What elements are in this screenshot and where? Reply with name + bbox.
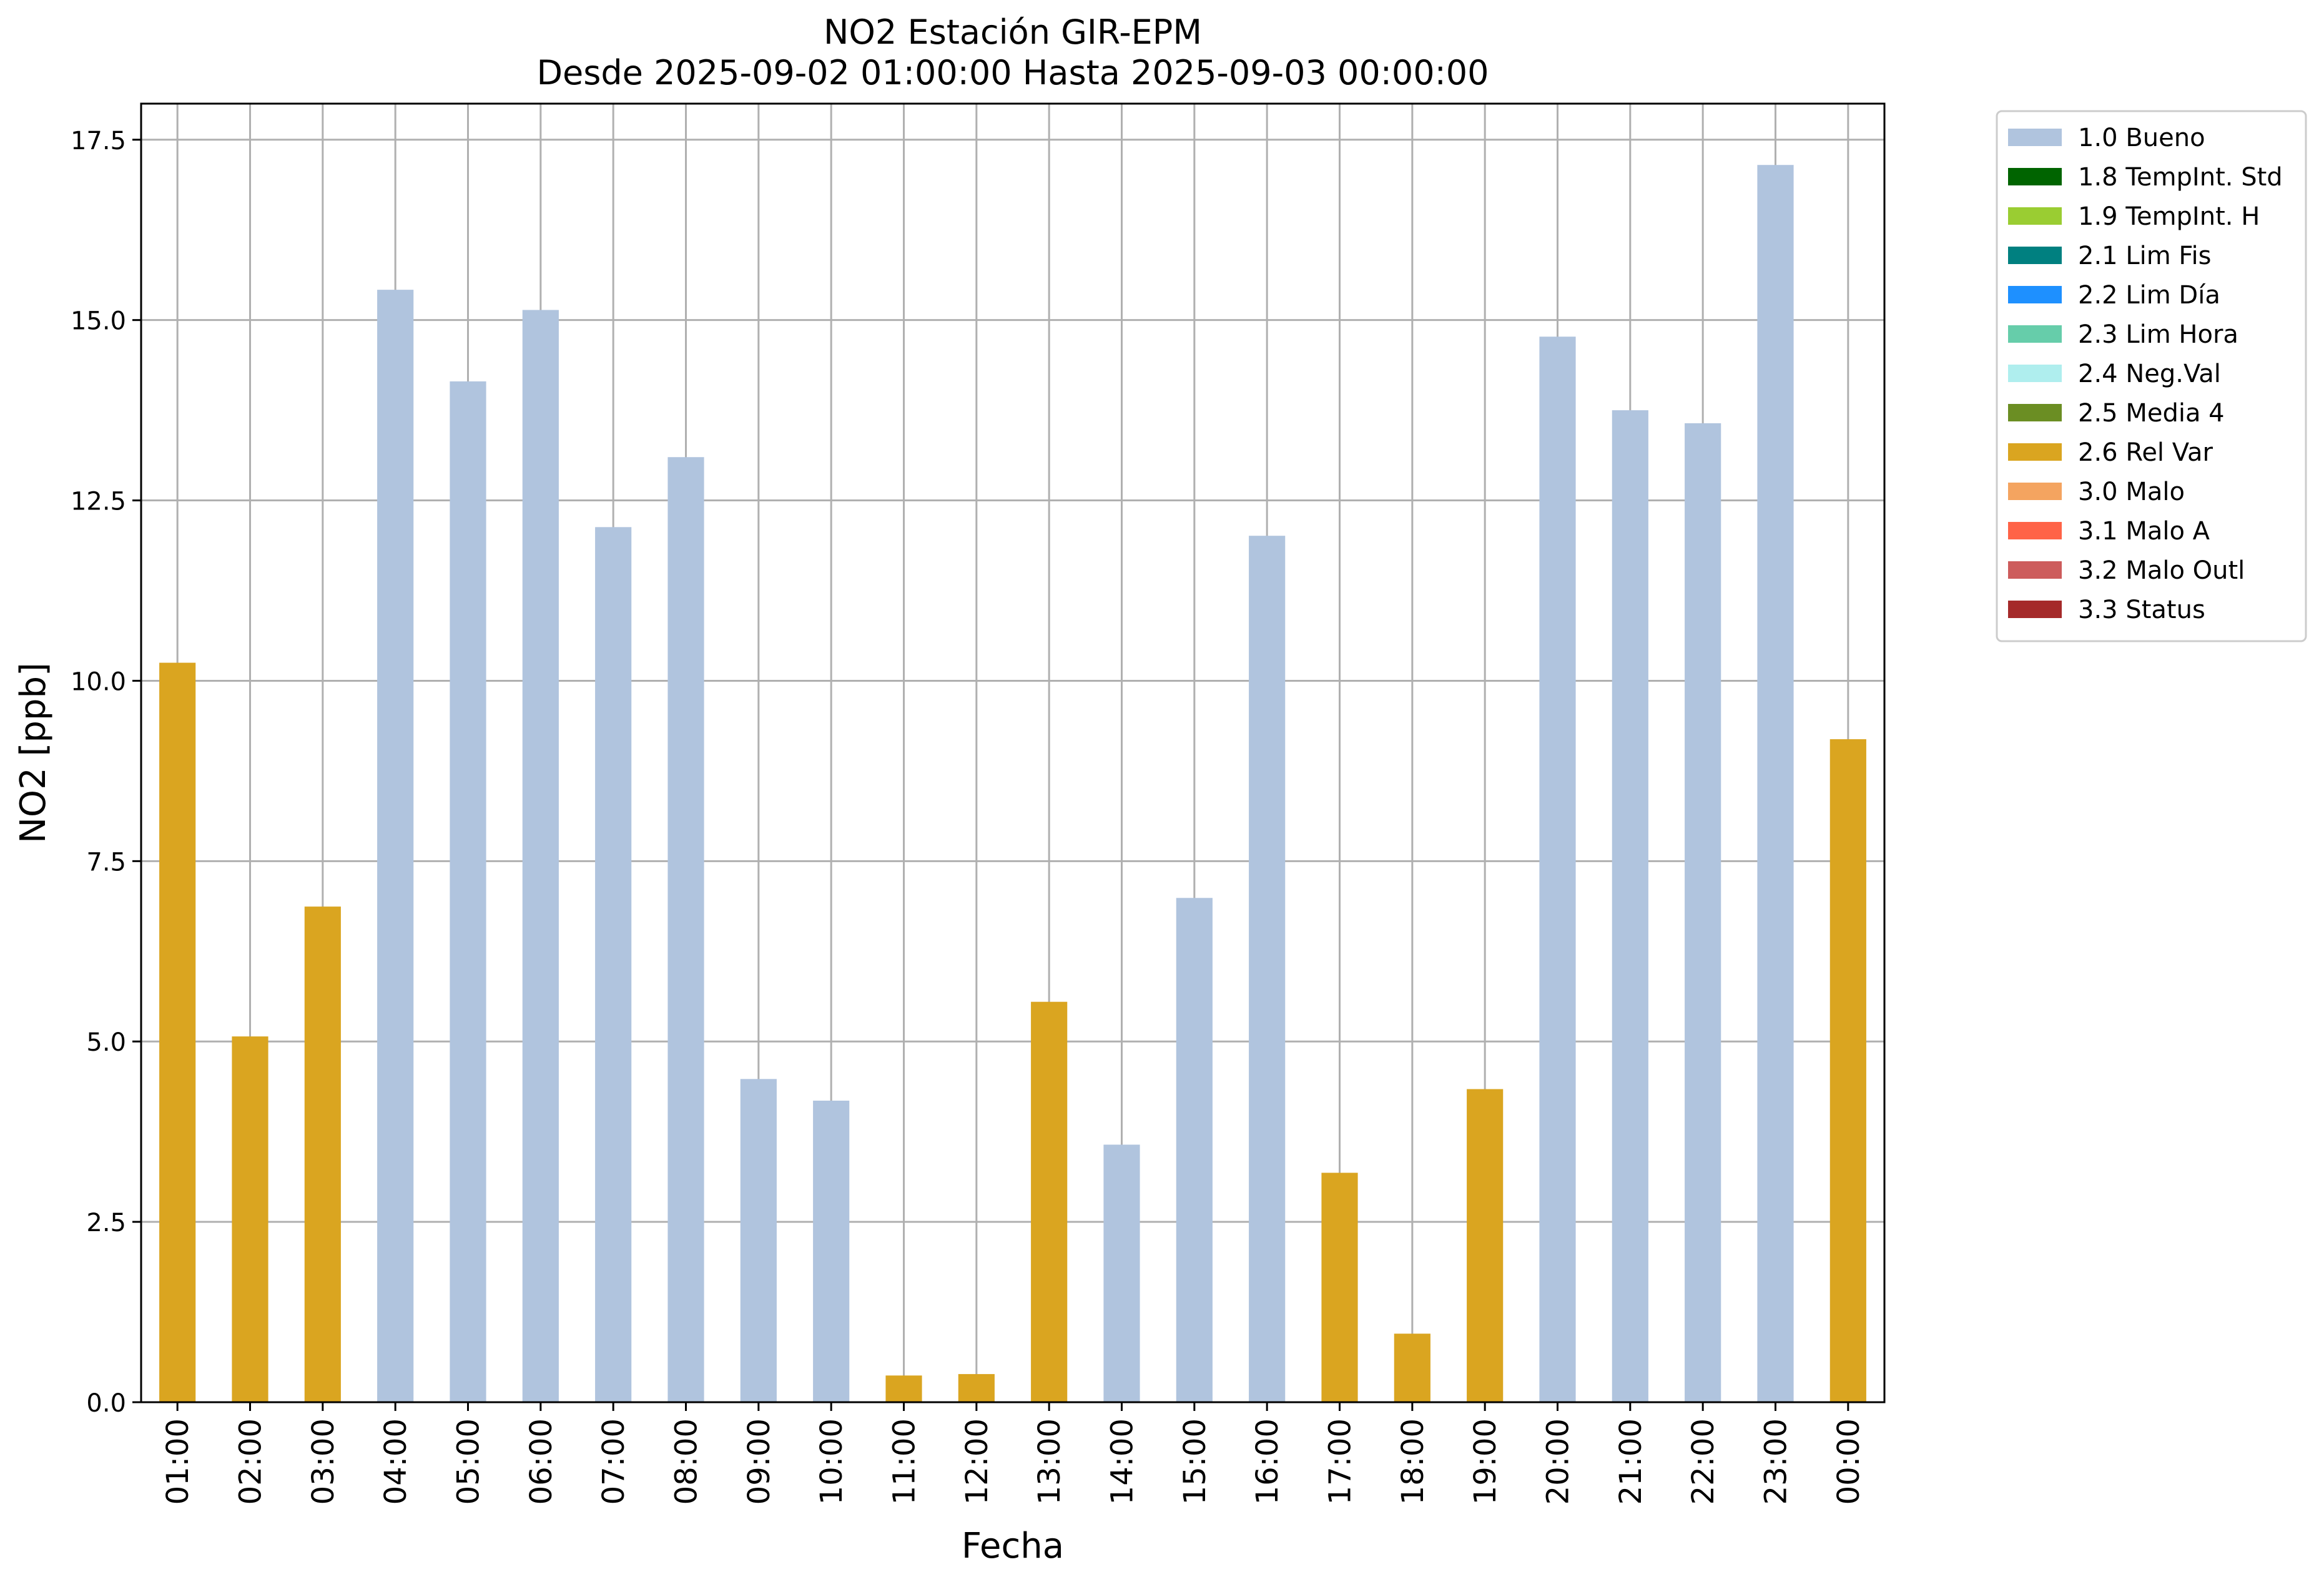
legend-swatch (2008, 325, 2062, 343)
legend-swatch (2008, 129, 2062, 146)
bar-0100 (159, 662, 196, 1402)
x-tick-label: 08:00 (669, 1418, 704, 1505)
y-tick-label: 15.0 (71, 307, 126, 336)
x-tick-label: 05:00 (451, 1418, 486, 1505)
legend-label: 2.6 Rel Var (2078, 438, 2213, 467)
legend-swatch (2008, 365, 2062, 382)
bar-1300 (1031, 1001, 1068, 1402)
bar-0200 (232, 1036, 268, 1402)
y-tick-label: 0.0 (86, 1389, 126, 1418)
y-axis-ticks: 0.0 2.5 5.0 7.5 10.0 12.5 15.0 17.5 (71, 127, 141, 1418)
bar-0500 (450, 381, 486, 1402)
chart-title: NO2 Estación GIR-EPM (824, 12, 1202, 52)
y-tick-label: 12.5 (71, 488, 126, 516)
legend-label: 3.0 Malo (2078, 478, 2185, 506)
x-tick-label: 23:00 (1759, 1418, 1794, 1505)
x-tick-label: 17:00 (1323, 1418, 1358, 1505)
y-tick-label: 10.0 (71, 667, 126, 696)
y-tick-label: 7.5 (86, 848, 126, 877)
x-tick-label: 13:00 (1032, 1418, 1067, 1505)
legend-swatch (2008, 247, 2062, 264)
x-tick-label: 09:00 (742, 1418, 777, 1505)
x-tick-label: 02:00 (234, 1418, 268, 1505)
y-tick-label: 2.5 (86, 1209, 126, 1237)
y-tick-label: 5.0 (86, 1028, 126, 1057)
plot-frame (140, 102, 1886, 1403)
legend-swatch (2008, 286, 2062, 303)
bar-2200 (1685, 423, 1721, 1402)
x-tick-label: 15:00 (1178, 1418, 1213, 1505)
x-tick-label: 01:00 (160, 1418, 195, 1505)
x-tick-label: 11:00 (887, 1418, 922, 1505)
legend-label: 2.3 Lim Hora (2078, 320, 2238, 349)
bar-0300 (304, 906, 341, 1402)
legend-swatch (2008, 404, 2062, 421)
x-tick-label: 12:00 (960, 1418, 995, 1505)
legend-swatch (2008, 207, 2062, 225)
x-tick-label: 00:00 (1831, 1418, 1866, 1505)
legend-label: 3.2 Malo Outl (2078, 556, 2245, 585)
legend-label: 2.4 Neg.Val (2078, 360, 2221, 388)
bar-1700 (1321, 1172, 1358, 1402)
x-tick-label: 04:00 (378, 1418, 413, 1505)
legend-label: 3.3 Status (2078, 596, 2205, 624)
legend-label: 1.0 Bueno (2078, 124, 2205, 152)
bar-0400 (377, 290, 414, 1403)
x-tick-label: 06:00 (524, 1418, 559, 1505)
bar-2300 (1757, 165, 1794, 1403)
x-tick-label: 07:00 (596, 1418, 631, 1505)
bar-1000 (813, 1100, 850, 1402)
legend: 1.0 Bueno 1.8 TempInt. Std 1.9 TempInt. H 2… (1996, 110, 2307, 642)
legend-label: 1.9 TempInt. H (2078, 202, 2260, 231)
bar-2100 (1612, 410, 1648, 1402)
legend-swatch (2008, 443, 2062, 461)
legend-label: 2.5 Media 4 (2078, 399, 2225, 428)
bar-1200 (958, 1373, 995, 1402)
x-tick-label: 21:00 (1613, 1418, 1648, 1505)
x-tick-label: 20:00 (1541, 1418, 1576, 1505)
bar-1400 (1103, 1144, 1140, 1402)
bar-1600 (1249, 536, 1286, 1403)
x-tick-label: 10:00 (814, 1418, 849, 1505)
legend-swatch (2008, 168, 2062, 185)
bars (159, 165, 1866, 1403)
x-tick-label: 16:00 (1250, 1418, 1285, 1505)
bar-0700 (595, 527, 632, 1403)
bar-2000 (1539, 337, 1576, 1403)
legend-swatch (2008, 601, 2062, 618)
x-tick-label: 14:00 (1105, 1418, 1140, 1505)
legend-swatch (2008, 561, 2062, 579)
legend-box (1996, 110, 2307, 642)
x-axis-ticks: 01:00 02:00 03:00 04:00 05:00 06:00 07:00 08:00… (160, 1402, 1866, 1505)
bar-1500 (1176, 898, 1213, 1402)
x-tick-label: 19:00 (1468, 1418, 1503, 1505)
bar-0600 (522, 310, 559, 1402)
legend-label: 3.1 Malo A (2078, 517, 2210, 546)
x-tick-label: 18:00 (1396, 1418, 1430, 1505)
x-tick-label: 22:00 (1686, 1418, 1721, 1505)
bar-0900 (740, 1079, 777, 1402)
legend-swatch (2008, 483, 2062, 500)
bar-0800 (667, 457, 704, 1403)
legend-label: 2.1 Lim Fis (2078, 242, 2211, 270)
bar-0000 (1829, 739, 1866, 1402)
x-tick-label: 03:00 (306, 1418, 341, 1505)
legend-label: 1.8 TempInt. Std (2078, 163, 2283, 192)
legend-swatch (2008, 522, 2062, 539)
x-axis-label: Fecha (962, 1526, 1064, 1566)
bar-1800 (1394, 1334, 1430, 1402)
bar-1100 (885, 1375, 922, 1402)
legend-label: 2.2 Lim Día (2078, 281, 2220, 310)
bar-1900 (1467, 1089, 1504, 1402)
chart-subtitle: Desde 2025-09-02 01:00:00 Hasta 2025-09-… (536, 53, 1489, 92)
y-tick-label: 17.5 (71, 127, 126, 155)
y-axis-label: NO2 [ppb] (13, 662, 54, 843)
